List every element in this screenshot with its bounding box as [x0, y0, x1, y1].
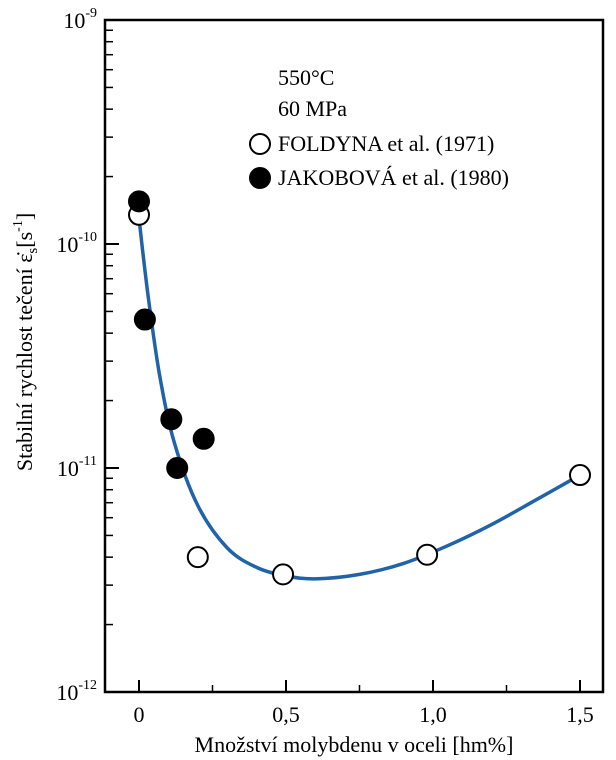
- legend: 550°C 60 MPa FOLDYNA et al. (1971) JAKOBOVÁ…: [249, 65, 509, 190]
- data-point-open: [272, 563, 295, 586]
- axis-labels: Množství molybdenu v oceli [hm%] Stabilní…: [11, 213, 513, 757]
- data-point-filled: [166, 457, 189, 479]
- x-tick-label: 0,5: [272, 702, 300, 727]
- trend-curve-layer: [137, 218, 581, 581]
- y-tick-label: 10-10: [56, 230, 97, 257]
- chart-annotation: 550°C: [278, 65, 334, 90]
- data-points-layer: [128, 190, 591, 586]
- legend-marker: [249, 133, 271, 155]
- legend-label: FOLDYNA et al. (1971): [278, 131, 494, 156]
- y-tick-label: 10-12: [56, 678, 97, 705]
- data-point-filled: [128, 190, 150, 213]
- x-tick-label: 1,5: [566, 702, 594, 727]
- plot-frame: [103, 18, 605, 694]
- data-point-open: [416, 543, 439, 566]
- data-point-filled: [192, 427, 215, 450]
- data-point-open: [186, 546, 209, 569]
- legend-marker: [249, 167, 271, 189]
- data-point-filled: [133, 308, 156, 331]
- legend-label: JAKOBOVÁ et al. (1980): [278, 165, 509, 190]
- y-tick-label: 10-11: [57, 454, 97, 481]
- data-point-open: [569, 464, 591, 487]
- plot-area: [103, 18, 605, 694]
- x-tick-label: 1,0: [419, 702, 447, 727]
- x-axis-label: Množství molybdenu v oceli [hm%]: [195, 732, 514, 757]
- data-point-filled: [160, 408, 183, 431]
- y-axis-label: Stabilní rychlost tečení ε̇s[s-1]: [11, 213, 41, 471]
- x-tick-label: 0: [134, 702, 145, 727]
- chart-annotation: 60 MPa: [278, 96, 347, 121]
- trend-curve: [137, 218, 581, 581]
- y-tick-label: 10-9: [63, 6, 97, 33]
- ticks-layer: 0 0,5 1,0 1,5 10-9 10-10 10-11 10-12: [56, 6, 593, 727]
